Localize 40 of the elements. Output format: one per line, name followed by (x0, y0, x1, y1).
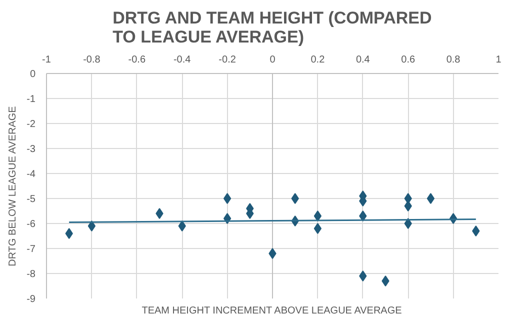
point (268, 248, 276, 259)
y-tick-label: -3 (26, 144, 36, 155)
point (359, 270, 367, 282)
point (291, 193, 299, 204)
point (472, 226, 480, 236)
point (314, 210, 322, 222)
y-tick-label: -9 (26, 294, 36, 305)
point (156, 208, 164, 219)
y-tick-label: -8 (26, 269, 36, 280)
x-tick-label: 0.8 (446, 54, 461, 66)
y-tick-label: 0 (30, 69, 36, 80)
point (223, 193, 232, 204)
x-tick-label: 1 (496, 54, 502, 66)
point (65, 228, 73, 239)
y-tick-label: -4 (26, 169, 36, 180)
point (359, 210, 367, 222)
x-axis-title: TEAM HEIGHT INCREMENT ABOVE LEAGUE AVERAGE (142, 306, 402, 316)
point (404, 200, 412, 212)
x-tick-label: 0 (270, 54, 276, 66)
x-tick-label: -0.4 (173, 54, 192, 66)
point (382, 276, 390, 286)
point (426, 193, 435, 204)
x-tick-label: 0.2 (310, 54, 326, 66)
y-tick-label: -1 (26, 94, 36, 105)
x-tick-label: -0.2 (218, 54, 236, 66)
point (88, 220, 96, 232)
y-tick-label: -5 (26, 194, 36, 205)
chart-title: DRTG AND TEAM HEIGHT (COMPARED TO LEAGUE AVERAGE) (112, 8, 432, 46)
x-tick-label: -0.8 (83, 54, 101, 66)
x-tick-label: -0.6 (128, 54, 146, 66)
y-tick-label: -7 (26, 244, 36, 255)
y-tick-label: -2 (26, 119, 36, 130)
x-tick-label: 0.4 (356, 54, 370, 66)
y-axis-title: DRTG BELOW LEAGUE AVERAGE (8, 106, 18, 266)
y-tick-label: -6 (26, 219, 36, 230)
point (314, 223, 322, 234)
point (404, 218, 412, 229)
x-tick-label: -1 (42, 54, 52, 66)
x-tick-label: 0.6 (401, 54, 416, 66)
point (178, 220, 186, 232)
